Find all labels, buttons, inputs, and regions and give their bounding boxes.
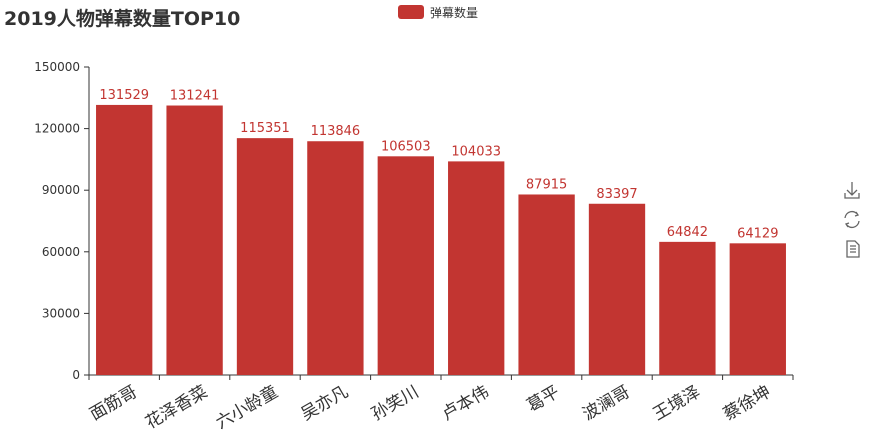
bar[interactable] bbox=[588, 203, 646, 375]
data-label: 113846 bbox=[311, 124, 361, 139]
y-tick-label: 30000 bbox=[42, 306, 80, 320]
x-tick-label: 花泽香菜 bbox=[142, 382, 211, 433]
x-tick-label: 波澜哥 bbox=[579, 382, 633, 425]
data-label: 87915 bbox=[526, 177, 567, 192]
plot-area: 0 30000 60000 90000 120000 150000 131529 面筋哥 131… bbox=[34, 60, 794, 433]
x-tick-label: 吴亦凡 bbox=[298, 382, 352, 425]
data-label: 131529 bbox=[99, 88, 149, 103]
data-label: 83397 bbox=[596, 187, 637, 202]
data-label: 131241 bbox=[170, 89, 220, 104]
legend-swatch[interactable] bbox=[398, 5, 424, 19]
toolbox bbox=[842, 180, 862, 259]
chart-title: 2019人物弹幕数量TOP10 bbox=[4, 7, 240, 30]
y-tick-label: 150000 bbox=[34, 60, 80, 74]
y-tick-label: 90000 bbox=[42, 183, 80, 197]
refresh-icon[interactable] bbox=[842, 209, 862, 229]
data-label: 115351 bbox=[240, 121, 290, 136]
bar[interactable] bbox=[166, 105, 223, 375]
data-label: 64129 bbox=[737, 226, 778, 241]
x-tick-label: 六小龄童 bbox=[213, 382, 282, 433]
bar[interactable] bbox=[377, 156, 434, 375]
x-tick-label: 蔡徐坤 bbox=[720, 382, 774, 425]
y-tick-label: 0 bbox=[72, 368, 80, 382]
bar[interactable] bbox=[448, 161, 505, 375]
bar[interactable] bbox=[96, 104, 153, 375]
x-tick-label: 葛平 bbox=[524, 382, 563, 416]
y-tick-label: 120000 bbox=[34, 122, 80, 136]
x-tick-label: 卢本伟 bbox=[439, 382, 493, 425]
legend-label[interactable]: 弹幕数量 bbox=[430, 5, 478, 20]
x-tick-label: 孙笑川 bbox=[368, 382, 422, 425]
data-label: 106503 bbox=[381, 139, 431, 154]
bar[interactable] bbox=[307, 141, 364, 375]
y-tick-label: 60000 bbox=[42, 245, 80, 259]
data-label: 104033 bbox=[451, 144, 501, 159]
data-view-icon[interactable] bbox=[842, 239, 862, 259]
x-tick-label: 面筋哥 bbox=[87, 382, 141, 425]
bar[interactable] bbox=[518, 194, 575, 375]
x-tick-label: 王境泽 bbox=[650, 382, 704, 425]
bar[interactable] bbox=[659, 241, 716, 375]
download-icon[interactable] bbox=[842, 180, 862, 200]
bar[interactable] bbox=[236, 138, 294, 375]
bar[interactable] bbox=[729, 243, 786, 375]
data-label: 64842 bbox=[667, 225, 708, 240]
legend[interactable]: 弹幕数量 bbox=[398, 5, 478, 20]
